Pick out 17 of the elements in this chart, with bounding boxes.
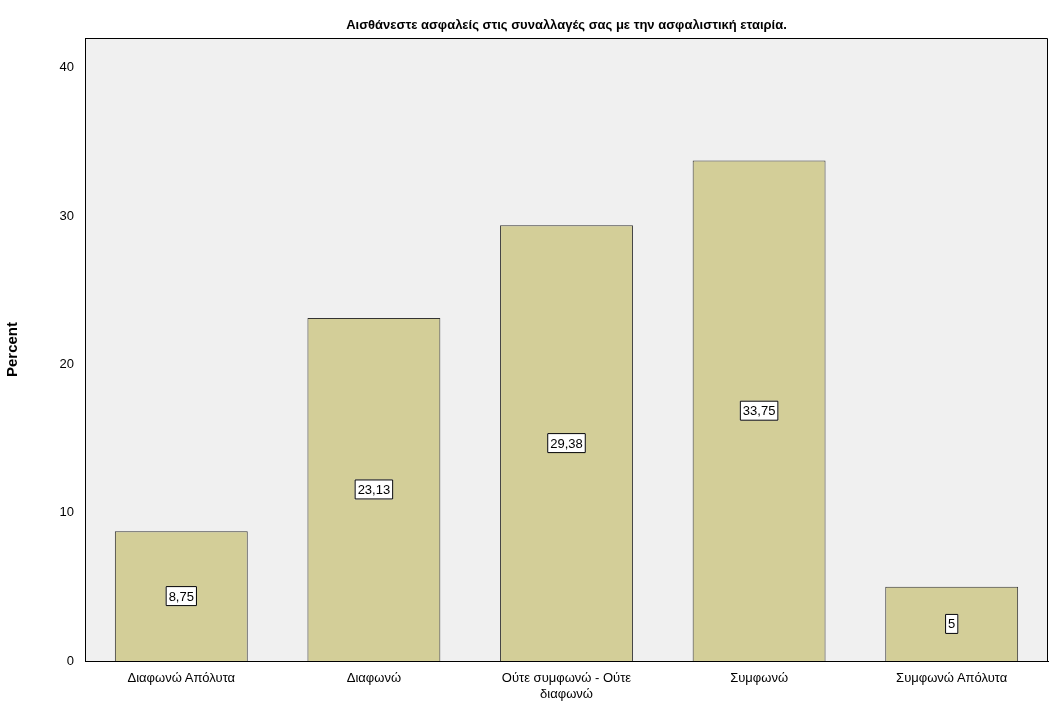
data-label: 8,75	[168, 588, 194, 604]
chart-title: Αισθάνεστε ασφαλείς στις συναλλαγές σας με την ασφαλιστική εταιρία.	[346, 17, 787, 33]
x-tick-label: Συμφωνώ Απόλυτα	[896, 670, 1008, 686]
x-tick-label: Συμφωνώ	[730, 670, 789, 686]
data-label: 23,13	[357, 482, 391, 498]
y-tick-label: 0	[66, 652, 74, 668]
y-tick-label: 30	[59, 207, 74, 223]
data-label: 5	[948, 616, 956, 632]
x-tick-label: Διαφωνώ Απόλυτα	[127, 670, 236, 686]
y-tick-label: 40	[59, 59, 74, 75]
y-axis-title: Percent	[3, 321, 21, 378]
x-tick-label: Ούτε συμφωνώ - Ούτε διαφωνώ	[501, 670, 632, 701]
data-label: 33,75	[742, 403, 776, 419]
y-tick-label: 10	[59, 504, 74, 520]
data-label: 29,38	[550, 435, 583, 451]
y-tick-label: 20	[59, 355, 74, 371]
x-tick-label: Διαφωνώ	[346, 670, 402, 686]
